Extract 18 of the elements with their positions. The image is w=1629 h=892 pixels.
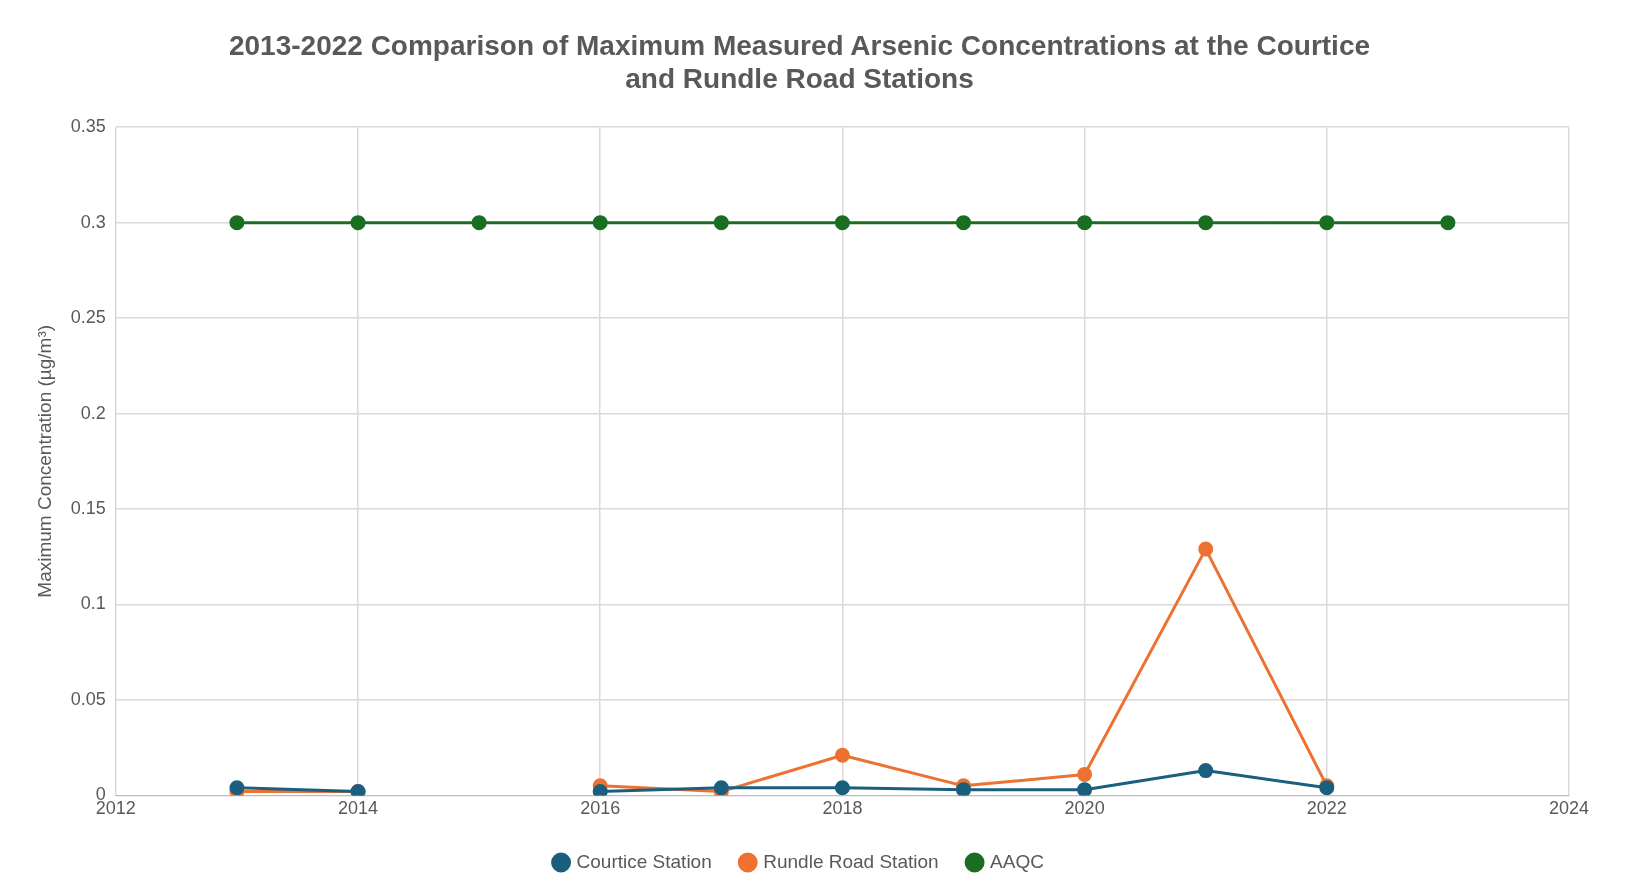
x-tick-label: 2024: [1548, 798, 1590, 819]
legend-label: Rundle Road Station: [763, 850, 939, 872]
y-tick-label: 0.25: [70, 307, 106, 328]
x-tick-label: 2020: [1064, 798, 1105, 819]
y-tick-label: 0.35: [70, 116, 106, 137]
x-tick-label: 2014: [338, 798, 379, 819]
y-tick-label: 0.15: [70, 498, 106, 518]
x-tick-label: 2018: [822, 798, 863, 819]
y-tick-label: 0.05: [70, 688, 106, 709]
y-tick-label: 0.2: [80, 402, 106, 423]
x-tick-label: 2022: [1306, 798, 1347, 819]
legend-label: AAQC: [990, 850, 1044, 872]
y-axis-title: Maximum Concentration (µg/m³): [33, 324, 55, 598]
legend-label: Courtice Station: [576, 850, 712, 872]
x-tick-label: 2016: [580, 798, 621, 819]
chart-title: 2013-2022 Comparison of Maximum Measured Arsenic Concentrations at the Courtice and Rundle Road Stations: [228, 29, 1371, 95]
y-tick-label: 0.1: [80, 593, 106, 614]
y-tick-label: 0.3: [80, 211, 106, 232]
